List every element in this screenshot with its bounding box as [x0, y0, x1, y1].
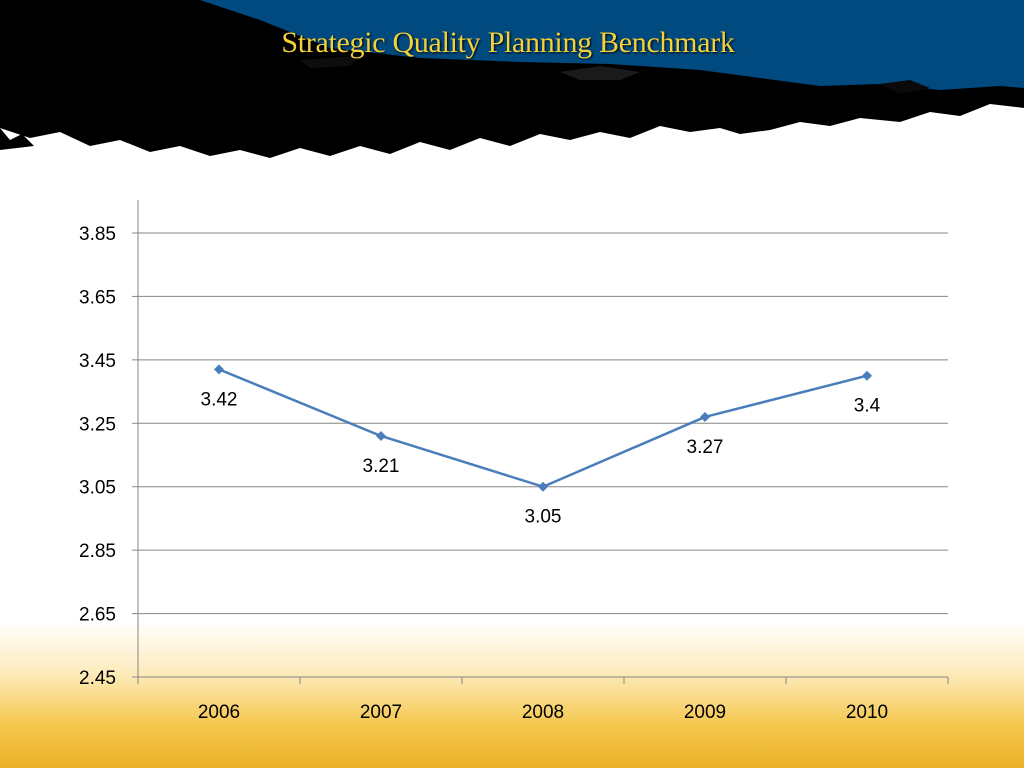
footer-gold-gradient: [0, 620, 1024, 768]
y-tick-label: 2.85: [79, 541, 116, 562]
slide-header-banner: Strategic Quality Planning Benchmark: [0, 0, 1024, 170]
data-point-marker: [862, 370, 872, 381]
x-tick-label: 2009: [684, 702, 726, 723]
x-axis-tick-labels: 2006 2007 2008 2009 2010: [198, 702, 888, 723]
y-tick-label: 2.45: [79, 668, 116, 689]
series-layer: [214, 364, 872, 492]
data-label: 3.42: [201, 389, 238, 410]
data-label: 3.21: [363, 456, 400, 477]
data-label: 3.27: [687, 437, 724, 458]
data-label: 3.05: [525, 507, 562, 528]
y-tick-label: 3.45: [79, 351, 116, 372]
slide-title: Strategic Quality Planning Benchmark: [281, 26, 735, 59]
data-label: 3.4: [854, 396, 881, 417]
gridlines: [138, 232, 948, 615]
data-labels: 3.42 3.21 3.05 3.27 3.4: [201, 389, 881, 527]
series-line: [218, 368, 868, 488]
x-tick-label: 2008: [522, 702, 564, 723]
data-point-marker: [700, 411, 710, 422]
header-brush-graphic: [0, 0, 1024, 158]
data-point-marker: [214, 364, 224, 375]
y-tick-label: 3.85: [79, 224, 116, 245]
axes: [132, 200, 949, 684]
y-axis-tick-labels: 3.85 3.65 3.45 3.25 3.05 2.85 2.65 2.45: [79, 224, 116, 689]
x-tick-label: 2006: [198, 702, 240, 723]
x-tick-label: 2007: [360, 702, 402, 723]
x-tick-label: 2010: [846, 702, 888, 723]
data-point-marker: [376, 430, 386, 441]
y-tick-label: 2.65: [79, 605, 116, 626]
y-tick-label: 3.65: [79, 287, 116, 308]
y-tick-label: 3.05: [79, 478, 116, 499]
data-point-marker: [538, 481, 548, 492]
y-tick-label: 3.25: [79, 414, 116, 435]
